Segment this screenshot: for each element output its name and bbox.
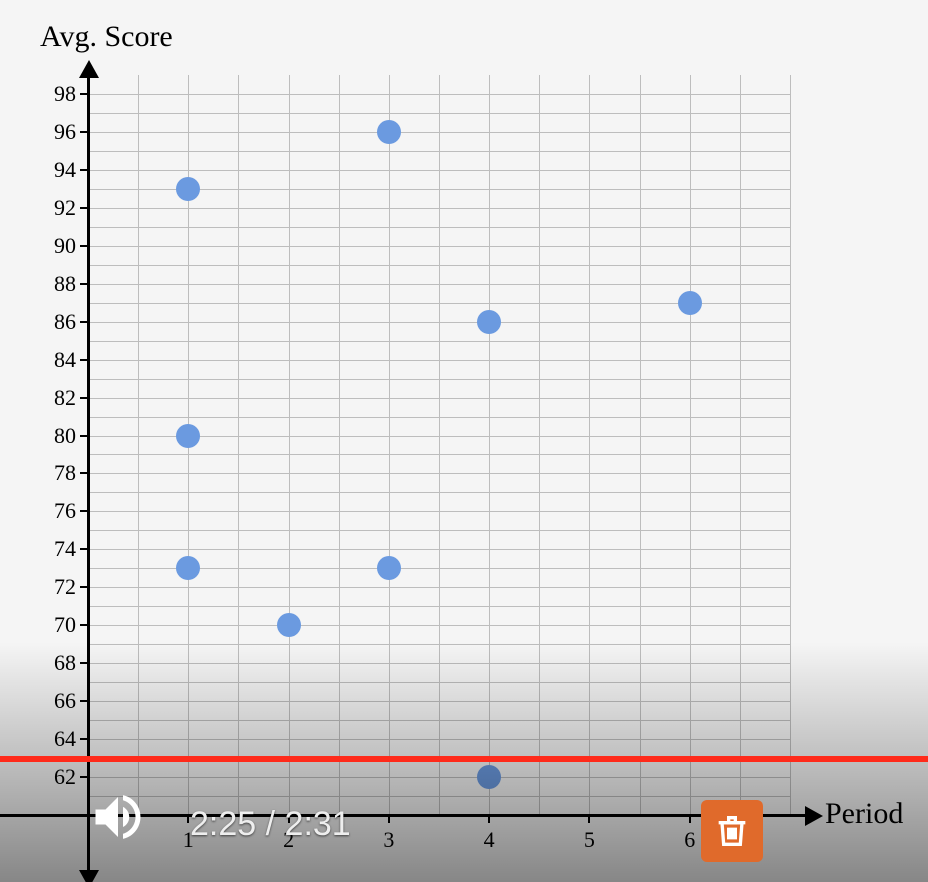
grid-h — [88, 549, 790, 550]
y-tick-label: 94 — [18, 157, 76, 183]
y-tick — [80, 93, 88, 95]
grid-h — [88, 246, 790, 247]
y-tick-label: 80 — [18, 423, 76, 449]
y-tick — [80, 245, 88, 247]
data-point[interactable] — [477, 310, 501, 334]
grid-h — [88, 208, 790, 209]
data-point[interactable] — [176, 556, 200, 580]
y-tick-label: 74 — [18, 536, 76, 562]
y-axis-title: Avg. Score — [40, 20, 173, 54]
y-tick — [80, 359, 88, 361]
grid-h — [88, 379, 790, 380]
grid-h — [88, 227, 790, 228]
grid-h — [88, 113, 790, 114]
y-tick — [80, 169, 88, 171]
y-tick — [80, 207, 88, 209]
y-tick-label: 70 — [18, 612, 76, 638]
y-tick-label: 90 — [18, 233, 76, 259]
y-tick-label: 96 — [18, 119, 76, 145]
grid-h — [88, 360, 790, 361]
progress-line[interactable] — [0, 756, 928, 762]
y-tick — [80, 472, 88, 474]
player-gradient — [0, 642, 928, 882]
data-point[interactable] — [377, 120, 401, 144]
grid-h — [88, 265, 790, 266]
grid-h — [88, 398, 790, 399]
data-point[interactable] — [176, 177, 200, 201]
grid-h — [88, 94, 790, 95]
grid-h — [88, 170, 790, 171]
y-tick — [80, 283, 88, 285]
y-tick-label: 98 — [18, 81, 76, 107]
data-point[interactable] — [377, 556, 401, 580]
data-point[interactable] — [678, 291, 702, 315]
data-point[interactable] — [176, 424, 200, 448]
y-tick — [80, 510, 88, 512]
grid-h — [88, 625, 790, 626]
y-tick — [80, 131, 88, 133]
y-tick — [80, 624, 88, 626]
grid-h — [88, 151, 790, 152]
y-tick — [80, 397, 88, 399]
grid-h — [88, 132, 790, 133]
grid-h — [88, 454, 790, 455]
grid-h — [88, 492, 790, 493]
y-tick — [80, 435, 88, 437]
y-tick-label: 76 — [18, 498, 76, 524]
grid-h — [88, 606, 790, 607]
grid-h — [88, 417, 790, 418]
y-tick-label: 92 — [18, 195, 76, 221]
grid-h — [88, 530, 790, 531]
y-tick-label: 72 — [18, 574, 76, 600]
grid-h — [88, 322, 790, 323]
y-tick — [80, 321, 88, 323]
y-tick-label: 88 — [18, 271, 76, 297]
y-tick-label: 82 — [18, 385, 76, 411]
y-tick-label: 86 — [18, 309, 76, 335]
data-point[interactable] — [277, 613, 301, 637]
grid-h — [88, 473, 790, 474]
y-tick — [80, 586, 88, 588]
grid-h — [88, 511, 790, 512]
y-tick — [80, 548, 88, 550]
y-tick-label: 78 — [18, 460, 76, 486]
grid-h — [88, 587, 790, 588]
grid-h — [88, 284, 790, 285]
grid-h — [88, 341, 790, 342]
y-tick-label: 84 — [18, 347, 76, 373]
y-axis-arrow — [79, 60, 99, 78]
